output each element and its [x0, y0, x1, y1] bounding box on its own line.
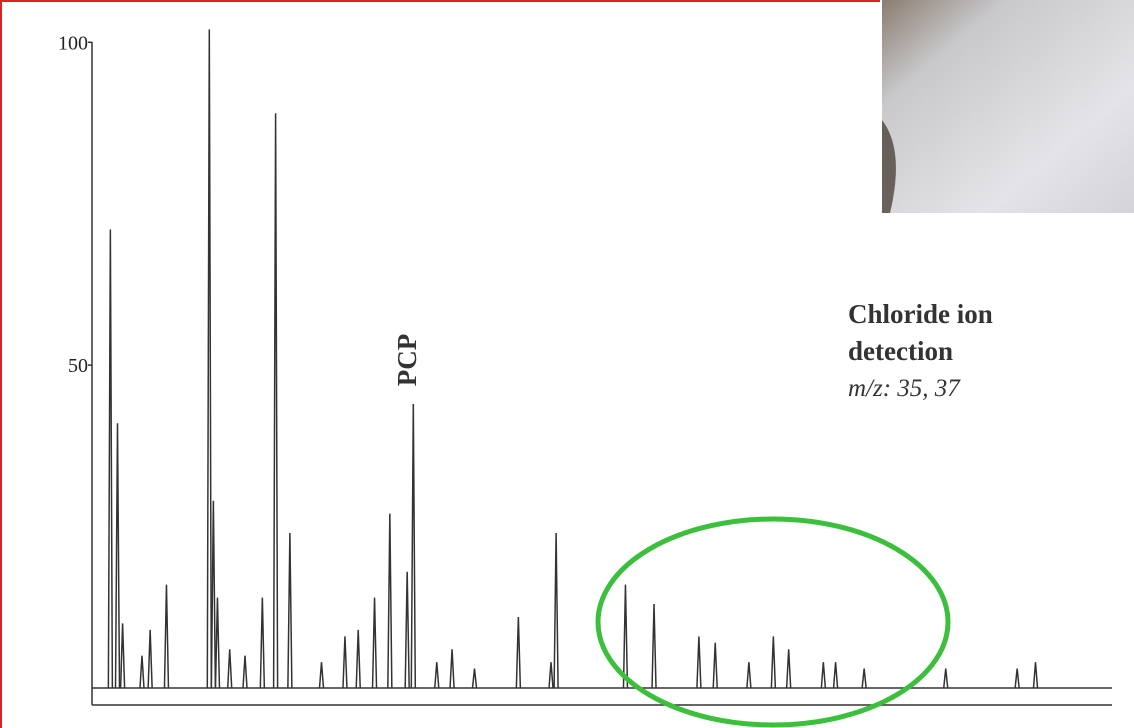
note: m/z: 35, 37: [848, 375, 961, 402]
peak: [242, 655, 248, 689]
peak: [861, 668, 867, 689]
peak: [548, 662, 554, 689]
peak: [404, 571, 410, 689]
peak: [114, 423, 121, 689]
peak: [434, 662, 440, 689]
peak: [210, 500, 217, 689]
peak: [147, 629, 153, 689]
peak: [287, 533, 293, 689]
y-tick-label: 50: [68, 355, 88, 377]
peak: [1014, 668, 1020, 689]
photo: [882, 0, 1134, 213]
note: Chloride ion: [848, 299, 993, 329]
peak: [820, 662, 827, 689]
peak: [139, 655, 145, 689]
peak: [449, 649, 455, 689]
peak: [832, 662, 839, 689]
peak: [371, 597, 378, 689]
peak: [515, 616, 522, 689]
peak: [214, 597, 221, 689]
peak: [651, 604, 657, 689]
y-tick-label: 100: [58, 32, 88, 54]
peak: [785, 649, 792, 689]
peak: [471, 668, 478, 689]
peak: [942, 668, 949, 689]
peak: [553, 533, 559, 689]
peak: [410, 403, 417, 689]
peak-label: PCP: [392, 334, 422, 386]
peak: [712, 642, 718, 689]
note: detection: [848, 336, 953, 366]
peak: [318, 662, 325, 689]
peak: [355, 629, 361, 689]
peak: [107, 229, 114, 689]
peak: [342, 636, 348, 689]
peak: [696, 636, 702, 689]
peak: [206, 29, 213, 689]
photo-shadow: [882, 120, 896, 213]
peak: [272, 113, 279, 689]
frame: [0, 0, 880, 728]
peak: [259, 597, 266, 689]
peak: [746, 662, 752, 689]
highlight-ellipse: [595, 516, 951, 728]
peak: [622, 584, 629, 689]
peak: [163, 584, 170, 689]
peak: [1032, 662, 1039, 689]
plot: 50 100: [58, 29, 1112, 689]
peak: [119, 623, 126, 689]
peak: [387, 513, 393, 689]
peak: [226, 649, 233, 689]
peak: [770, 636, 777, 689]
